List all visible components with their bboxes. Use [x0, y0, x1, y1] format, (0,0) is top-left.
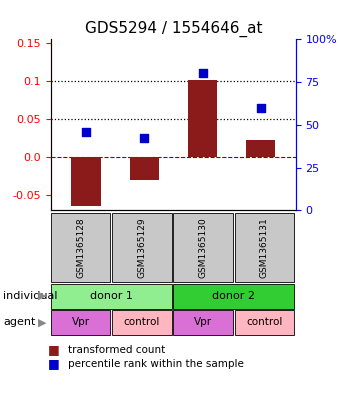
Text: donor 1: donor 1 [90, 291, 133, 301]
Text: ▶: ▶ [38, 291, 47, 301]
Text: GSM1365130: GSM1365130 [199, 217, 208, 278]
Point [141, 135, 147, 141]
Point [83, 129, 89, 135]
Point [258, 105, 264, 111]
Text: individual: individual [3, 291, 58, 301]
Title: GDS5294 / 1554646_at: GDS5294 / 1554646_at [85, 20, 262, 37]
Text: control: control [246, 318, 283, 327]
Text: GSM1365129: GSM1365129 [137, 217, 147, 278]
Text: control: control [124, 318, 160, 327]
Bar [130, 157, 159, 180]
Point [200, 70, 205, 77]
Text: ■: ■ [48, 343, 59, 356]
Bar [246, 140, 275, 157]
Text: agent: agent [3, 318, 36, 327]
Text: percentile rank within the sample: percentile rank within the sample [68, 358, 244, 369]
Text: Vpr: Vpr [72, 318, 90, 327]
Bar [188, 79, 217, 157]
Text: donor 2: donor 2 [212, 291, 255, 301]
Text: GSM1365128: GSM1365128 [76, 217, 85, 278]
Text: GSM1365131: GSM1365131 [260, 217, 269, 278]
Text: transformed count: transformed count [68, 345, 165, 355]
Text: ▶: ▶ [38, 318, 47, 327]
Text: ■: ■ [48, 357, 59, 370]
Text: Vpr: Vpr [194, 318, 212, 327]
Bar [71, 157, 101, 206]
